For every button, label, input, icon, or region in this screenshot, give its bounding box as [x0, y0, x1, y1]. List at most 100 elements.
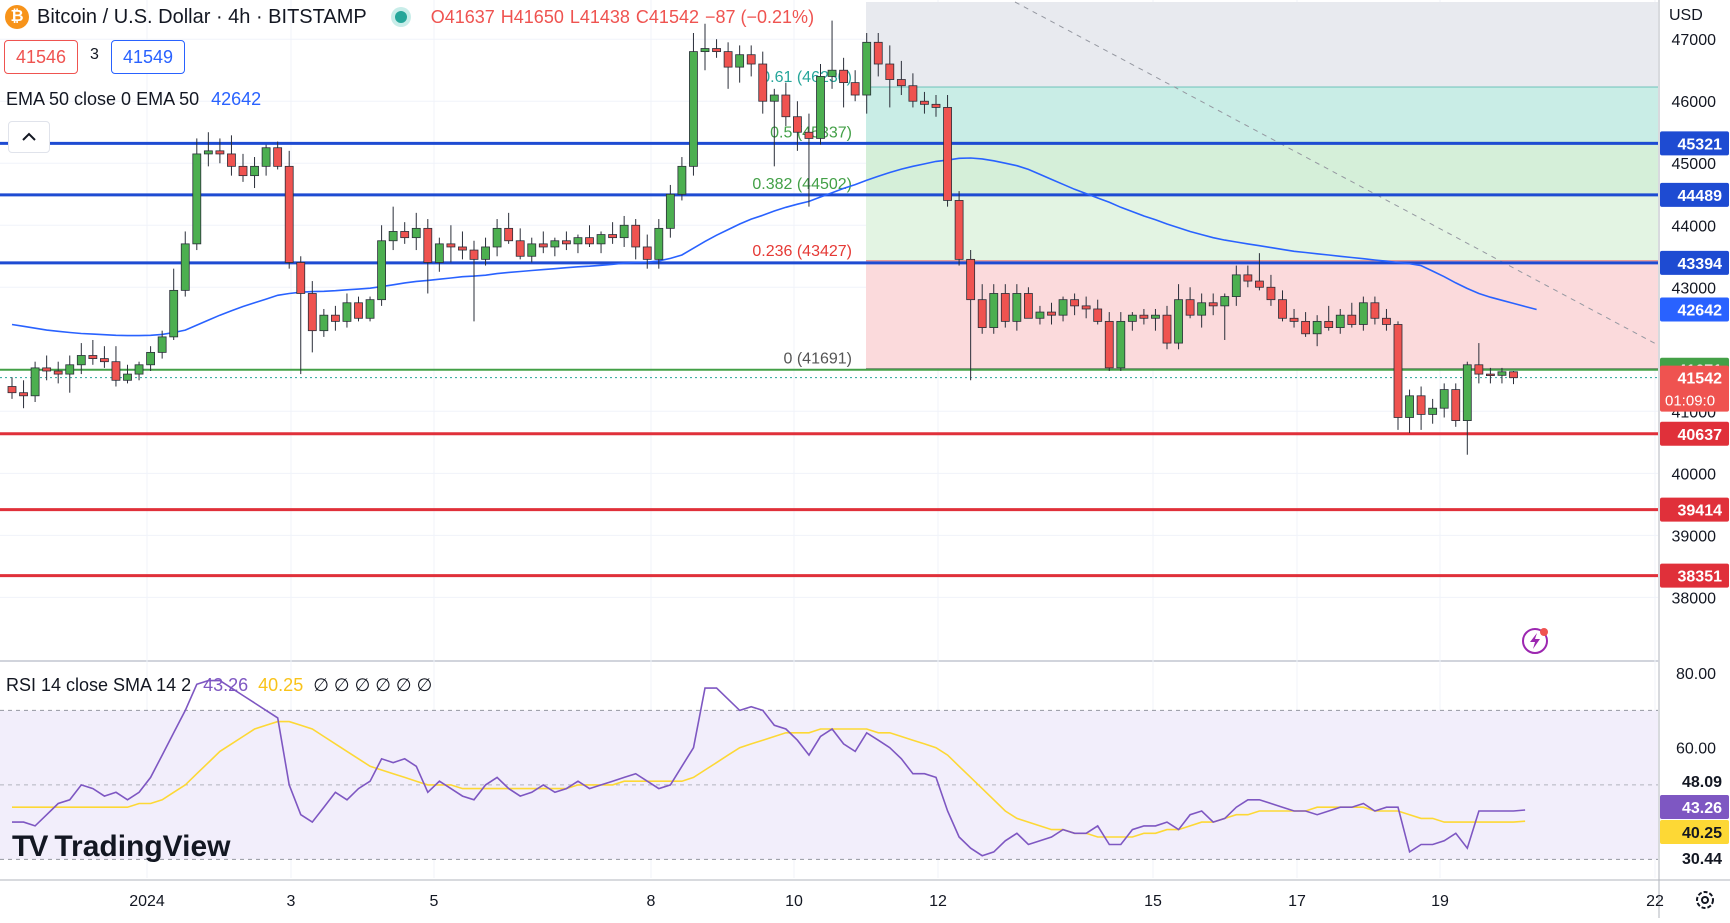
- candle-body: [1462, 364, 1472, 422]
- candle: [585, 225, 594, 247]
- candle-body: [735, 54, 745, 68]
- rsi-sma-legend-value: 40.25: [258, 675, 304, 695]
- collapse-legend-button[interactable]: [8, 121, 50, 153]
- candle-body: [1266, 286, 1276, 301]
- candle-body: [1024, 293, 1033, 319]
- ask-price-box[interactable]: 41549: [111, 40, 185, 74]
- time-axis-tick: 22: [1646, 893, 1664, 910]
- candle: [319, 308, 329, 337]
- rsi-legend-label[interactable]: RSI 14 close SMA 14 2: [6, 675, 192, 695]
- fib-zone-top: [866, 2, 1658, 87]
- candle: [100, 346, 109, 368]
- candle-body: [885, 63, 895, 80]
- candle: [896, 60, 906, 96]
- candle-body: [307, 293, 317, 332]
- symbol-title[interactable]: Bitcoin / U.S. Dollar · 4h · BITSTAMP: [37, 5, 367, 28]
- candle-body: [1335, 314, 1345, 328]
- candle-body: [434, 243, 444, 263]
- candle-body: [1220, 296, 1230, 307]
- candle-body: [400, 231, 410, 239]
- candle: [1382, 308, 1391, 331]
- candle: [1093, 299, 1103, 325]
- candle: [1416, 386, 1426, 430]
- candle-body: [769, 94, 779, 102]
- candle-body: [1370, 302, 1380, 319]
- candle-body: [873, 41, 883, 65]
- candle-body: [723, 51, 733, 68]
- bitcoin-icon: ₿: [5, 5, 29, 29]
- candle-body: [180, 243, 190, 291]
- candle-body: [1231, 274, 1241, 297]
- candle: [735, 45, 745, 83]
- rsi-axis-tick: 60.00: [1676, 741, 1716, 758]
- candle-body: [931, 103, 941, 108]
- candle-body: [908, 85, 918, 102]
- fib-label: 0.236 (43427): [752, 243, 852, 260]
- price-axis-tick: 38000: [1672, 590, 1717, 607]
- candle-body: [712, 48, 721, 53]
- candle: [769, 88, 779, 167]
- ema-legend-label[interactable]: EMA 50 close 0 EMA 50: [6, 89, 200, 109]
- rsi-tag-bg: [1660, 769, 1729, 793]
- candle: [1127, 312, 1137, 331]
- candle-body: [781, 94, 791, 118]
- settings-icon[interactable]: [1693, 888, 1717, 912]
- lightning-alert-icon[interactable]: [1520, 626, 1550, 656]
- price-axis-tick: 47000: [1672, 32, 1717, 49]
- candle-body: [1439, 389, 1449, 409]
- candle-body: [665, 193, 675, 229]
- candle-body: [1497, 371, 1507, 376]
- candle-body: [469, 249, 479, 260]
- candle: [1104, 312, 1114, 371]
- candle: [76, 343, 86, 375]
- candle: [53, 361, 63, 384]
- tradingview-logo-mark: TV: [12, 830, 48, 863]
- candle: [1024, 287, 1033, 319]
- candle: [700, 23, 710, 71]
- time-axis-tick: 2024: [129, 893, 165, 910]
- bid-price-box[interactable]: 41546: [4, 40, 78, 74]
- candle-body: [42, 367, 52, 372]
- ohlc-close: C41542: [635, 6, 699, 27]
- candle: [458, 231, 467, 260]
- candle: [446, 225, 456, 263]
- candle: [1255, 253, 1264, 291]
- rsi-sma-line: [12, 720, 1526, 838]
- candle: [712, 39, 721, 58]
- ema-legend-value: 42642: [211, 89, 262, 109]
- candle-body: [608, 234, 617, 239]
- candle-body: [1174, 299, 1183, 344]
- price-axis-currency[interactable]: USD: [1669, 7, 1703, 24]
- candle: [631, 219, 641, 260]
- candle-body: [388, 231, 398, 242]
- candle-body: [1312, 320, 1322, 335]
- ohlc-low: L41438: [569, 6, 630, 27]
- tradingview-logo-text[interactable]: TradingView: [54, 830, 231, 863]
- candle: [850, 70, 860, 102]
- price-axis-tick: 45000: [1672, 156, 1717, 173]
- rsi-tag-bg: [1660, 846, 1729, 870]
- candle-body: [354, 302, 363, 319]
- candle-body: [1000, 293, 1010, 322]
- candle: [30, 361, 40, 402]
- current-price-tag-bg: [1660, 365, 1729, 412]
- price-tag-44489-bg: [1660, 182, 1729, 207]
- candle-body: [550, 240, 560, 248]
- price-tag-40637: 40637: [1678, 427, 1723, 444]
- candle-body: [100, 358, 109, 363]
- candle-body: [1416, 395, 1426, 415]
- price-tag-44489: 44489: [1678, 188, 1723, 205]
- fib-label: 0 (41691): [784, 350, 853, 367]
- candle-body: [1509, 371, 1518, 379]
- candle-body: [896, 79, 906, 87]
- candle-body: [238, 165, 248, 177]
- rsi-legend-extras: ∅ ∅ ∅ ∅ ∅ ∅: [313, 675, 433, 695]
- candle: [1428, 398, 1438, 424]
- current-price-tag: 41542: [1678, 371, 1723, 388]
- candle-body: [76, 355, 86, 366]
- candle-body: [365, 299, 375, 319]
- candle-body: [111, 361, 121, 381]
- candle-body: [827, 69, 837, 77]
